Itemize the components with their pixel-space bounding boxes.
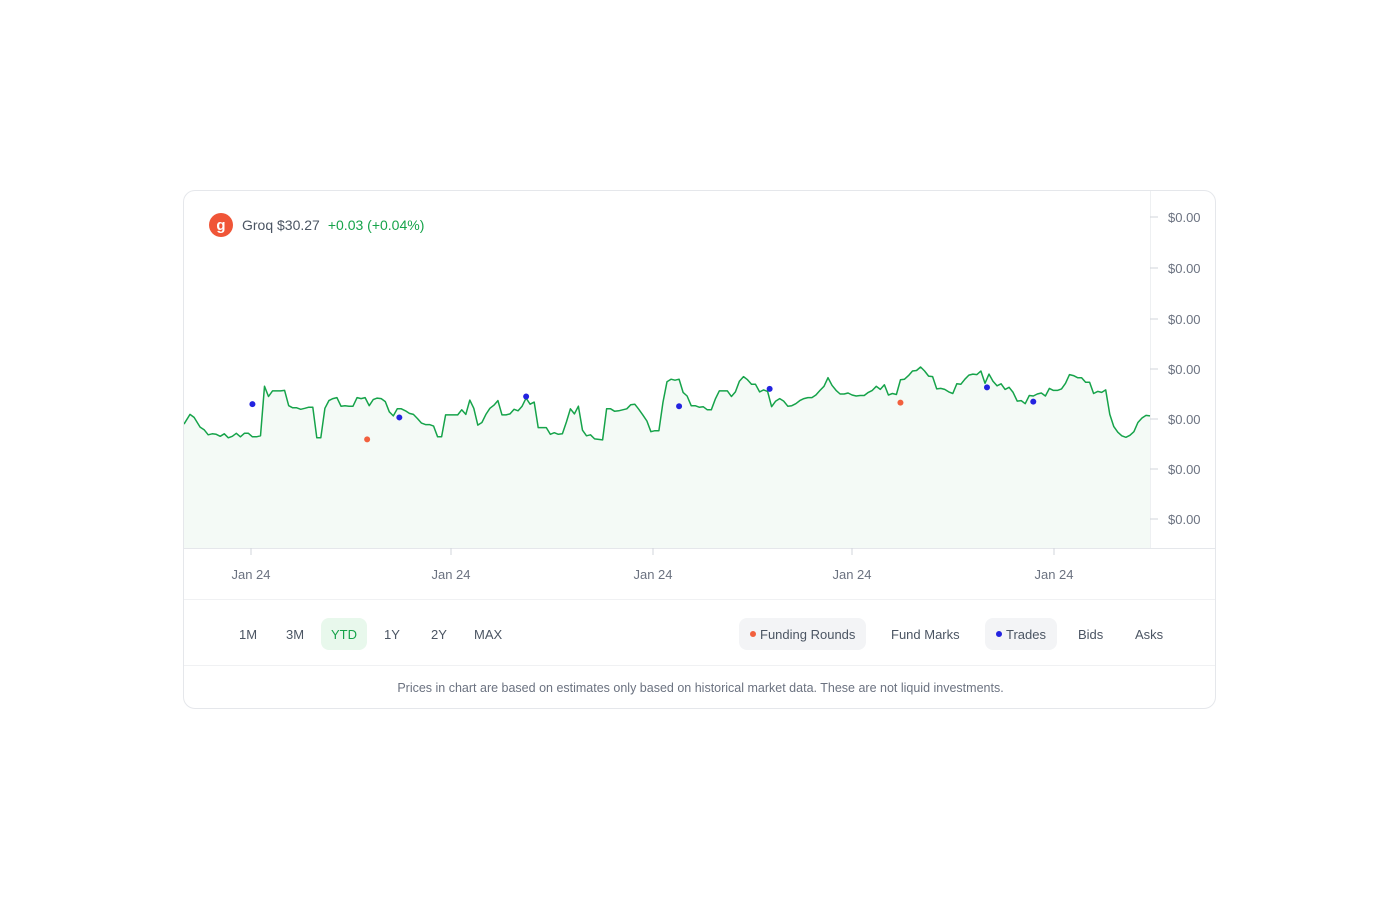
y-tick-label: $0.00	[1168, 412, 1201, 427]
y-tick-label: $0.00	[1168, 462, 1201, 477]
range-1y-button[interactable]: 1Y	[384, 626, 400, 642]
x-tick-label: Jan 24	[832, 567, 871, 582]
price-chart-card: $0.00 $0.00 $0.00 $0.00 $0.00 $0.00 $0.00 Jan 2…	[183, 190, 1216, 709]
range-3m-button[interactable]: 3M	[286, 626, 305, 642]
range-2y-button[interactable]: 2Y	[431, 626, 447, 642]
y-tick-label: $0.00	[1168, 512, 1201, 527]
range-1m-button[interactable]: 1M	[239, 626, 258, 642]
fund-marks-toggle[interactable]: Fund Marks	[880, 618, 971, 650]
trade-point	[983, 384, 990, 391]
chart-controls: 1M 3M YTD 1Y 2Y MAX Funding Rounds Fund …	[184, 599, 1215, 666]
groq-logo: g	[209, 213, 233, 237]
funding-rounds-dot-icon	[750, 631, 756, 637]
chart-area: $0.00 $0.00 $0.00 $0.00 $0.00 $0.00 $0.00 Jan 2…	[184, 191, 1215, 582]
price-line	[184, 366, 1151, 441]
trade-point	[396, 414, 403, 421]
funding-round-point	[364, 436, 371, 443]
price-chart[interactable]: $0.00 $0.00 $0.00 $0.00 $0.00 $0.00 $0.00 Jan 2…	[184, 191, 1216, 598]
chart-header: g Groq $30.27 +0.03 (+0.04%)	[209, 213, 424, 237]
trades-dot-icon	[996, 631, 1002, 637]
ticker-price: Groq $30.27	[242, 217, 320, 233]
bids-toggle[interactable]: Bids	[1067, 618, 1114, 650]
range-ytd-button[interactable]: YTD	[321, 618, 367, 650]
asks-toggle[interactable]: Asks	[1124, 618, 1174, 650]
trade-point	[523, 393, 530, 400]
trades-toggle[interactable]: Trades	[985, 618, 1057, 650]
trades-label: Trades	[1006, 626, 1046, 642]
funding-rounds-toggle[interactable]: Funding Rounds	[739, 618, 867, 650]
range-max-button[interactable]: MAX	[474, 626, 503, 642]
price-change: +0.03 (+0.04%)	[327, 217, 425, 233]
y-tick-label: $0.00	[1168, 210, 1201, 225]
bids-label: Bids	[1078, 626, 1104, 642]
disclaimer-text: Prices in chart are based on estimates o…	[397, 681, 1004, 695]
y-axis-divider	[1150, 191, 1151, 549]
funding-rounds-label: Funding Rounds	[760, 626, 856, 642]
trade-point	[1030, 398, 1037, 405]
y-tick-label: $0.00	[1168, 261, 1201, 276]
x-tick-label: Jan 24	[633, 567, 672, 582]
trade-point	[676, 403, 683, 410]
x-tick-label: Jan 24	[1034, 567, 1073, 582]
fund-marks-label: Fund Marks	[891, 626, 960, 642]
funding-round-point	[897, 399, 904, 406]
asks-label: Asks	[1135, 626, 1164, 642]
trade-point	[766, 385, 773, 392]
y-tick-label: $0.00	[1168, 362, 1201, 377]
trade-point	[249, 401, 256, 408]
x-tick-label: Jan 24	[231, 567, 270, 582]
y-tick-label: $0.00	[1168, 312, 1201, 327]
x-axis-baseline	[184, 548, 1215, 549]
x-tick-label: Jan 24	[431, 567, 470, 582]
price-area-fill	[184, 367, 1150, 548]
